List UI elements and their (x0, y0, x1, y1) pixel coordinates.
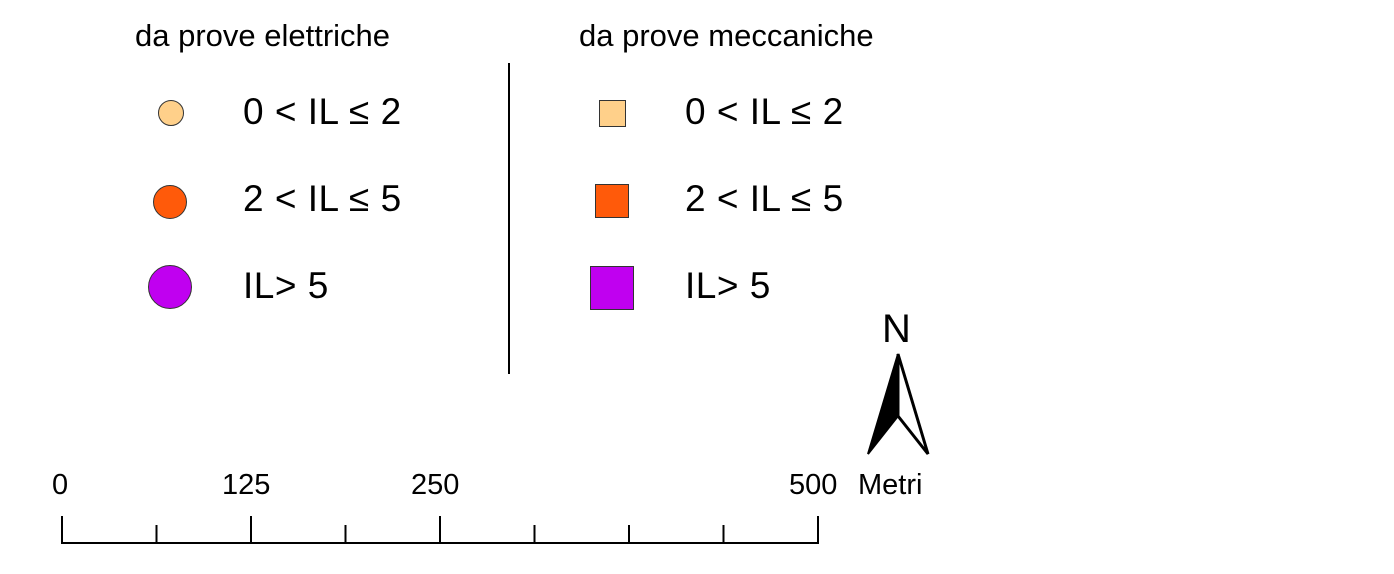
scale-label-0: 0 (52, 469, 69, 501)
legend-heading-electrical: da prove elettriche (135, 18, 391, 53)
symbol-circle-high (148, 265, 192, 309)
symbol-circle-mid (153, 185, 187, 219)
legend-label-electrical-mid: 2 < IL ≤ 5 (243, 178, 402, 219)
legend-label-mechanical-low: 0 < IL ≤ 2 (685, 91, 844, 132)
scale-unit-label: Metri (858, 469, 923, 501)
legend-label-mechanical-mid: 2 < IL ≤ 5 (685, 178, 844, 219)
legend-divider (508, 63, 510, 374)
scale-label-500: 500 (789, 469, 838, 501)
legend-label-electrical-low: 0 < IL ≤ 2 (243, 91, 402, 132)
legend-label-electrical-high: IL> 5 (243, 265, 329, 306)
scale-label-125: 125 (222, 469, 271, 501)
symbol-square-mid (595, 184, 629, 218)
scale-label-250: 250 (411, 469, 460, 501)
north-label: N (882, 307, 911, 351)
scale-bar (61, 516, 819, 544)
symbol-circle-low (158, 100, 184, 126)
symbol-square-high (590, 266, 634, 310)
symbol-square-low (599, 100, 626, 127)
legend-heading-mechanical: da prove meccaniche (579, 18, 874, 53)
legend-label-mechanical-high: IL> 5 (685, 265, 771, 306)
north-arrow-icon (867, 353, 930, 455)
